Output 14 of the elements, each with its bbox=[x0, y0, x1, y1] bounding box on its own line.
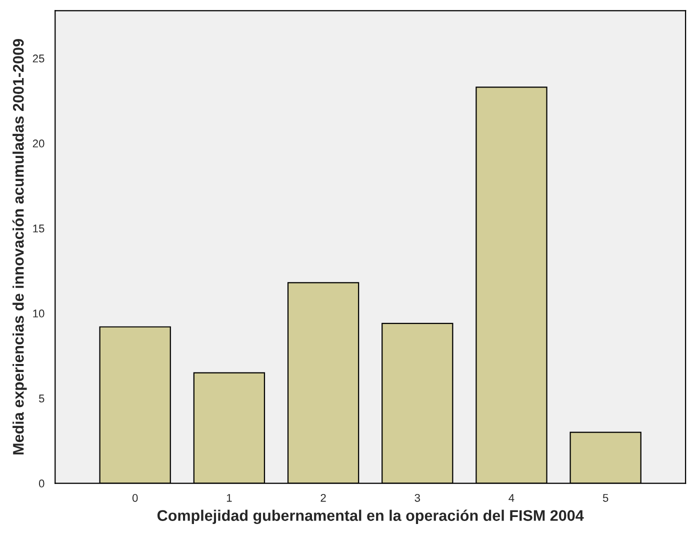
x-tick-label: 2 bbox=[320, 494, 326, 502]
y-tick-label: 5 bbox=[38, 394, 44, 402]
x-tick-label: 0 bbox=[132, 494, 138, 502]
y-axis-title: Media experiencias de innovación acumuladas 2001-2009 bbox=[12, 39, 27, 454]
x-tick-label: 1 bbox=[226, 494, 232, 502]
y-tick-label: 15 bbox=[33, 224, 44, 232]
x-tick-label: 4 bbox=[508, 494, 514, 502]
x-tick-label: 3 bbox=[414, 494, 420, 502]
y-tick-label: 25 bbox=[32, 54, 44, 62]
x-axis-title: Complejidad gubernamental en la operación del FISM 2004 bbox=[157, 510, 584, 524]
x-tick-label: 5 bbox=[602, 494, 608, 502]
y-tick-label: 20 bbox=[32, 140, 44, 148]
y-tick-label: 0 bbox=[38, 480, 44, 488]
y-tick-label: 10 bbox=[33, 310, 44, 318]
